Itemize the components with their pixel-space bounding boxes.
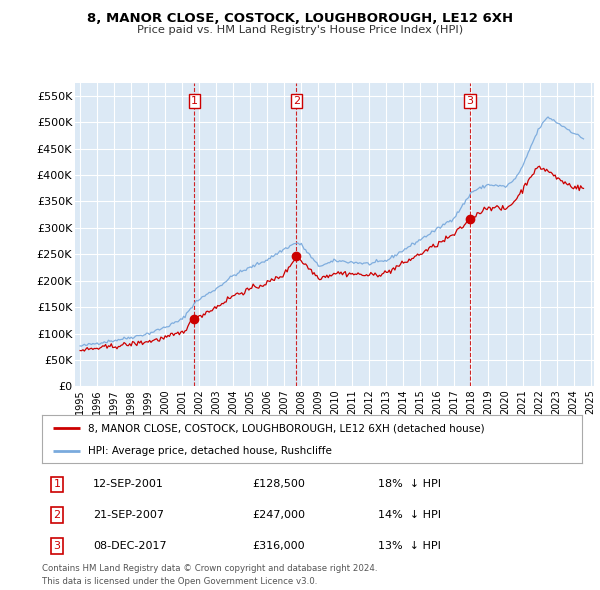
Text: 18%  ↓ HPI: 18% ↓ HPI (378, 480, 441, 489)
Text: 2: 2 (293, 96, 300, 106)
Text: 8, MANOR CLOSE, COSTOCK, LOUGHBOROUGH, LE12 6XH (detached house): 8, MANOR CLOSE, COSTOCK, LOUGHBOROUGH, L… (88, 423, 485, 433)
Text: 1: 1 (191, 96, 198, 106)
Text: 3: 3 (467, 96, 473, 106)
Text: Price paid vs. HM Land Registry's House Price Index (HPI): Price paid vs. HM Land Registry's House … (137, 25, 463, 35)
Text: HPI: Average price, detached house, Rushcliffe: HPI: Average price, detached house, Rush… (88, 446, 332, 456)
Text: 21-SEP-2007: 21-SEP-2007 (93, 510, 164, 520)
Text: This data is licensed under the Open Government Licence v3.0.: This data is licensed under the Open Gov… (42, 577, 317, 586)
Text: 2: 2 (53, 510, 61, 520)
Text: 8, MANOR CLOSE, COSTOCK, LOUGHBOROUGH, LE12 6XH: 8, MANOR CLOSE, COSTOCK, LOUGHBOROUGH, L… (87, 12, 513, 25)
Text: 12-SEP-2001: 12-SEP-2001 (93, 480, 164, 489)
Text: Contains HM Land Registry data © Crown copyright and database right 2024.: Contains HM Land Registry data © Crown c… (42, 564, 377, 573)
Text: 14%  ↓ HPI: 14% ↓ HPI (378, 510, 441, 520)
Text: 08-DEC-2017: 08-DEC-2017 (93, 541, 167, 550)
Text: £247,000: £247,000 (252, 510, 305, 520)
Text: 3: 3 (53, 541, 61, 550)
Text: 1: 1 (53, 480, 61, 489)
Text: £316,000: £316,000 (252, 541, 305, 550)
Text: 13%  ↓ HPI: 13% ↓ HPI (378, 541, 441, 550)
Text: £128,500: £128,500 (252, 480, 305, 489)
